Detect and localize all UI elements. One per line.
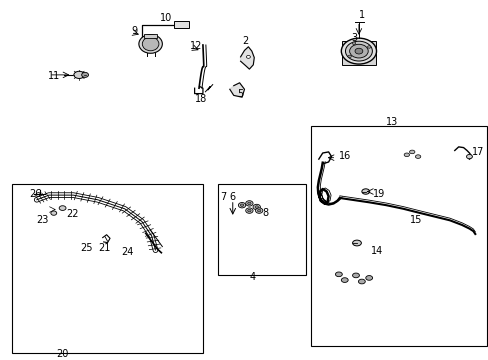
Text: 17: 17	[471, 147, 483, 157]
Polygon shape	[229, 83, 244, 97]
Ellipse shape	[341, 38, 376, 64]
Text: 26: 26	[29, 189, 41, 199]
Ellipse shape	[59, 206, 66, 210]
Text: 16: 16	[338, 151, 350, 161]
Text: 22: 22	[66, 209, 79, 219]
Ellipse shape	[349, 44, 367, 58]
Text: 9: 9	[131, 26, 137, 36]
Ellipse shape	[403, 153, 409, 157]
Text: 18: 18	[194, 94, 206, 104]
Text: 21: 21	[98, 243, 110, 253]
Bar	[217, 184, 305, 275]
Ellipse shape	[74, 71, 84, 78]
Ellipse shape	[341, 278, 347, 282]
Text: 23: 23	[37, 215, 49, 225]
Ellipse shape	[466, 154, 471, 159]
Text: 14: 14	[370, 246, 382, 256]
Ellipse shape	[358, 279, 365, 284]
Ellipse shape	[255, 206, 258, 208]
Ellipse shape	[253, 204, 260, 210]
Text: 5: 5	[237, 89, 243, 99]
Ellipse shape	[352, 273, 359, 278]
Ellipse shape	[415, 155, 420, 158]
Ellipse shape	[245, 208, 253, 213]
Bar	[173, 21, 189, 28]
Ellipse shape	[408, 150, 414, 154]
Text: 6: 6	[229, 192, 236, 202]
Ellipse shape	[352, 42, 355, 45]
Text: 12: 12	[189, 41, 202, 51]
Ellipse shape	[345, 41, 372, 61]
Polygon shape	[240, 47, 254, 69]
Ellipse shape	[240, 204, 243, 206]
Bar	[310, 126, 486, 346]
Text: 2: 2	[242, 36, 248, 46]
Text: 1: 1	[359, 10, 365, 20]
Bar	[143, 34, 157, 38]
Text: 15: 15	[409, 215, 421, 225]
Ellipse shape	[139, 35, 162, 53]
Text: 19: 19	[372, 189, 384, 199]
Ellipse shape	[257, 210, 261, 212]
Text: 11: 11	[48, 71, 60, 81]
Text: 13: 13	[386, 117, 398, 127]
Ellipse shape	[367, 46, 370, 48]
Text: 7: 7	[220, 192, 226, 202]
Ellipse shape	[255, 208, 263, 213]
Ellipse shape	[142, 37, 159, 51]
Ellipse shape	[365, 276, 372, 280]
Text: 8: 8	[262, 208, 268, 218]
Text: 20: 20	[56, 348, 68, 359]
Ellipse shape	[247, 202, 251, 204]
Ellipse shape	[352, 240, 361, 246]
Ellipse shape	[347, 55, 351, 58]
Text: 24: 24	[121, 247, 133, 257]
Text: 10: 10	[160, 13, 172, 23]
Text: 3: 3	[350, 33, 357, 43]
Bar	[12, 184, 203, 353]
Ellipse shape	[245, 201, 253, 206]
Text: 4: 4	[249, 272, 255, 282]
Text: 25: 25	[81, 243, 93, 253]
Ellipse shape	[238, 202, 245, 208]
Bar	[342, 41, 375, 65]
Ellipse shape	[51, 211, 57, 215]
Ellipse shape	[361, 189, 369, 194]
Ellipse shape	[246, 55, 250, 58]
Ellipse shape	[335, 272, 342, 277]
Ellipse shape	[81, 72, 88, 77]
Ellipse shape	[247, 210, 251, 212]
Ellipse shape	[354, 48, 362, 54]
